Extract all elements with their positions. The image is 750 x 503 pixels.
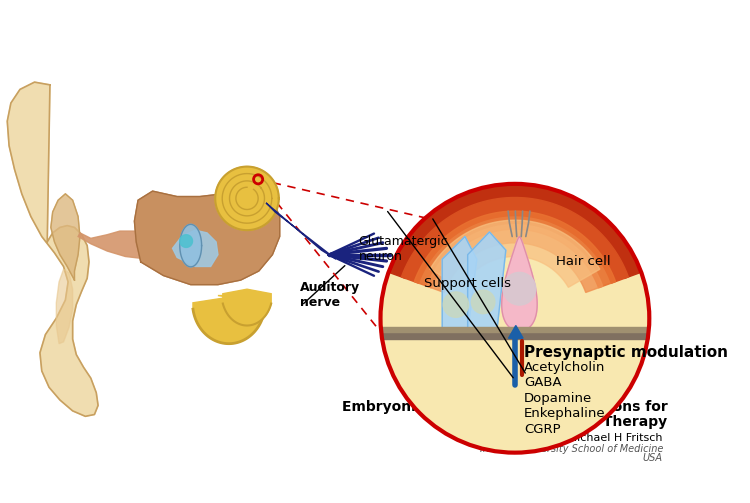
- Polygon shape: [427, 225, 603, 292]
- Text: Auditory
nerve: Auditory nerve: [300, 281, 360, 309]
- Polygon shape: [468, 232, 506, 332]
- Text: CGRP: CGRP: [524, 423, 560, 436]
- Polygon shape: [502, 237, 537, 331]
- Polygon shape: [388, 184, 641, 279]
- Circle shape: [380, 184, 650, 453]
- Polygon shape: [172, 230, 218, 267]
- Text: Indiana University School of Medicine: Indiana University School of Medicine: [479, 444, 663, 454]
- Polygon shape: [56, 269, 73, 344]
- Text: Embryonic Stem Cell-Derived Neurons for: Embryonic Stem Cell-Derived Neurons for: [342, 400, 668, 414]
- Text: Glutamatergic
neuron: Glutamatergic neuron: [358, 235, 448, 263]
- Circle shape: [503, 273, 536, 305]
- Polygon shape: [401, 198, 628, 283]
- Text: Acetylcholin: Acetylcholin: [524, 361, 605, 374]
- Text: GABA: GABA: [524, 376, 562, 389]
- Text: Enkephaline: Enkephaline: [524, 407, 605, 420]
- Text: Inner Ear Therapy: Inner Ear Therapy: [526, 414, 668, 429]
- Polygon shape: [51, 194, 80, 280]
- Text: Dopamine: Dopamine: [524, 392, 592, 405]
- Text: Hair cell: Hair cell: [556, 256, 610, 269]
- Text: Support cells: Support cells: [424, 277, 511, 290]
- Polygon shape: [442, 236, 477, 332]
- Polygon shape: [180, 235, 193, 247]
- Polygon shape: [414, 211, 616, 288]
- Text: USA: USA: [643, 453, 663, 463]
- Polygon shape: [266, 203, 336, 259]
- Polygon shape: [215, 166, 279, 230]
- Polygon shape: [193, 296, 265, 344]
- Polygon shape: [430, 220, 600, 287]
- Polygon shape: [134, 189, 280, 285]
- Polygon shape: [509, 325, 523, 338]
- Text: Presynaptic modulation: Presynaptic modulation: [524, 346, 728, 361]
- Circle shape: [471, 290, 495, 314]
- Text: Eri Hashino and Michael H Fritsch: Eri Hashino and Michael H Fritsch: [476, 433, 663, 443]
- Polygon shape: [180, 224, 202, 267]
- Polygon shape: [223, 289, 272, 325]
- Polygon shape: [8, 82, 98, 416]
- Polygon shape: [78, 231, 162, 259]
- Circle shape: [443, 292, 469, 317]
